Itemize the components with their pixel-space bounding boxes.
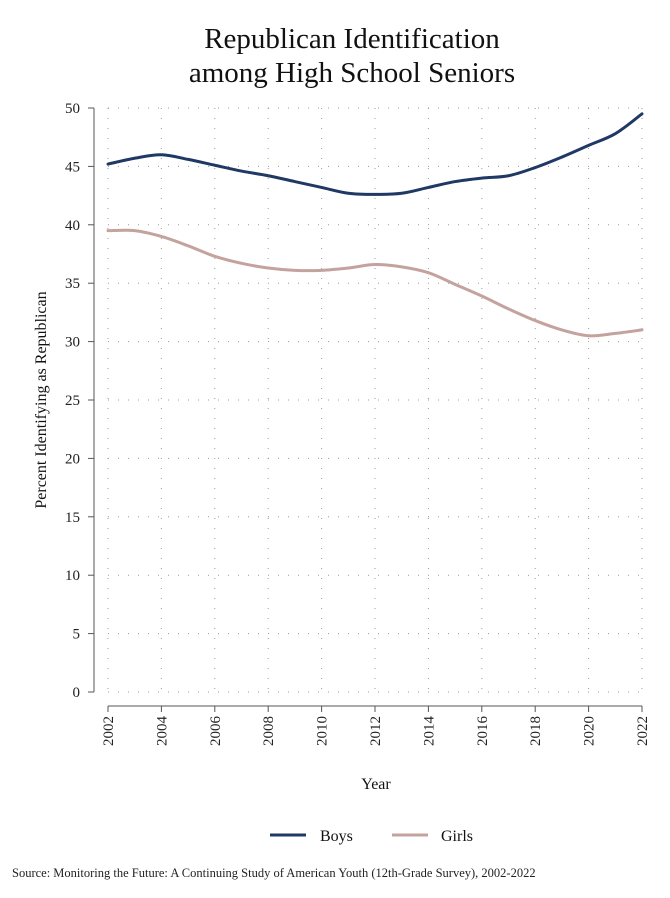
y-tick-label: 5 — [73, 627, 81, 643]
x-ticks: 2002 2004 2006 2008 2010 2012 2014 2016 2018 2020… — [101, 706, 651, 746]
y-tick-label: 0 — [73, 685, 81, 701]
x-tick-label: 2010 — [315, 716, 331, 746]
x-tick-label: 2012 — [368, 716, 384, 746]
chart-title-line-1: Republican Identification — [204, 23, 500, 55]
x-tick-label: 2002 — [101, 716, 117, 746]
y-tick-label: 45 — [65, 159, 80, 175]
y-tick-label: 25 — [65, 393, 80, 409]
x-tick-label: 2008 — [261, 716, 277, 746]
x-axis-title: Year — [361, 776, 391, 793]
series-lines — [106, 112, 644, 338]
x-tick-label: 2006 — [208, 716, 224, 747]
y-axis-title: Percent Identifying as Republican — [33, 291, 50, 508]
series-line-boys — [106, 112, 644, 196]
axes — [93, 108, 642, 707]
x-tick-label: 2004 — [154, 716, 170, 747]
y-tick-label: 30 — [65, 335, 80, 351]
y-ticks: 0 5 10 15 20 25 30 35 40 45 50 — [65, 101, 94, 701]
y-tick-label: 15 — [65, 510, 80, 526]
y-tick-label: 20 — [65, 451, 80, 467]
legend-label-boys: Boys — [320, 828, 353, 845]
y-tick-label: 35 — [65, 276, 80, 292]
source-note: Source: Monitoring the Future: A Continu… — [12, 866, 536, 880]
x-tick-label: 2014 — [421, 716, 437, 747]
y-tick-label: 10 — [65, 568, 80, 584]
y-tick-label: 50 — [65, 101, 80, 117]
x-tick-label: 2022 — [635, 716, 651, 746]
chart-title-line-2: among High School Seniors — [189, 57, 515, 89]
legend: Boys Girls — [270, 828, 473, 845]
series-line-girls — [106, 228, 644, 338]
y-tick-label: 40 — [65, 218, 80, 234]
x-tick-label: 2020 — [582, 716, 598, 746]
legend-label-girls: Girls — [441, 828, 473, 845]
x-tick-label: 2016 — [475, 716, 491, 747]
x-tick-label: 2018 — [528, 716, 544, 746]
